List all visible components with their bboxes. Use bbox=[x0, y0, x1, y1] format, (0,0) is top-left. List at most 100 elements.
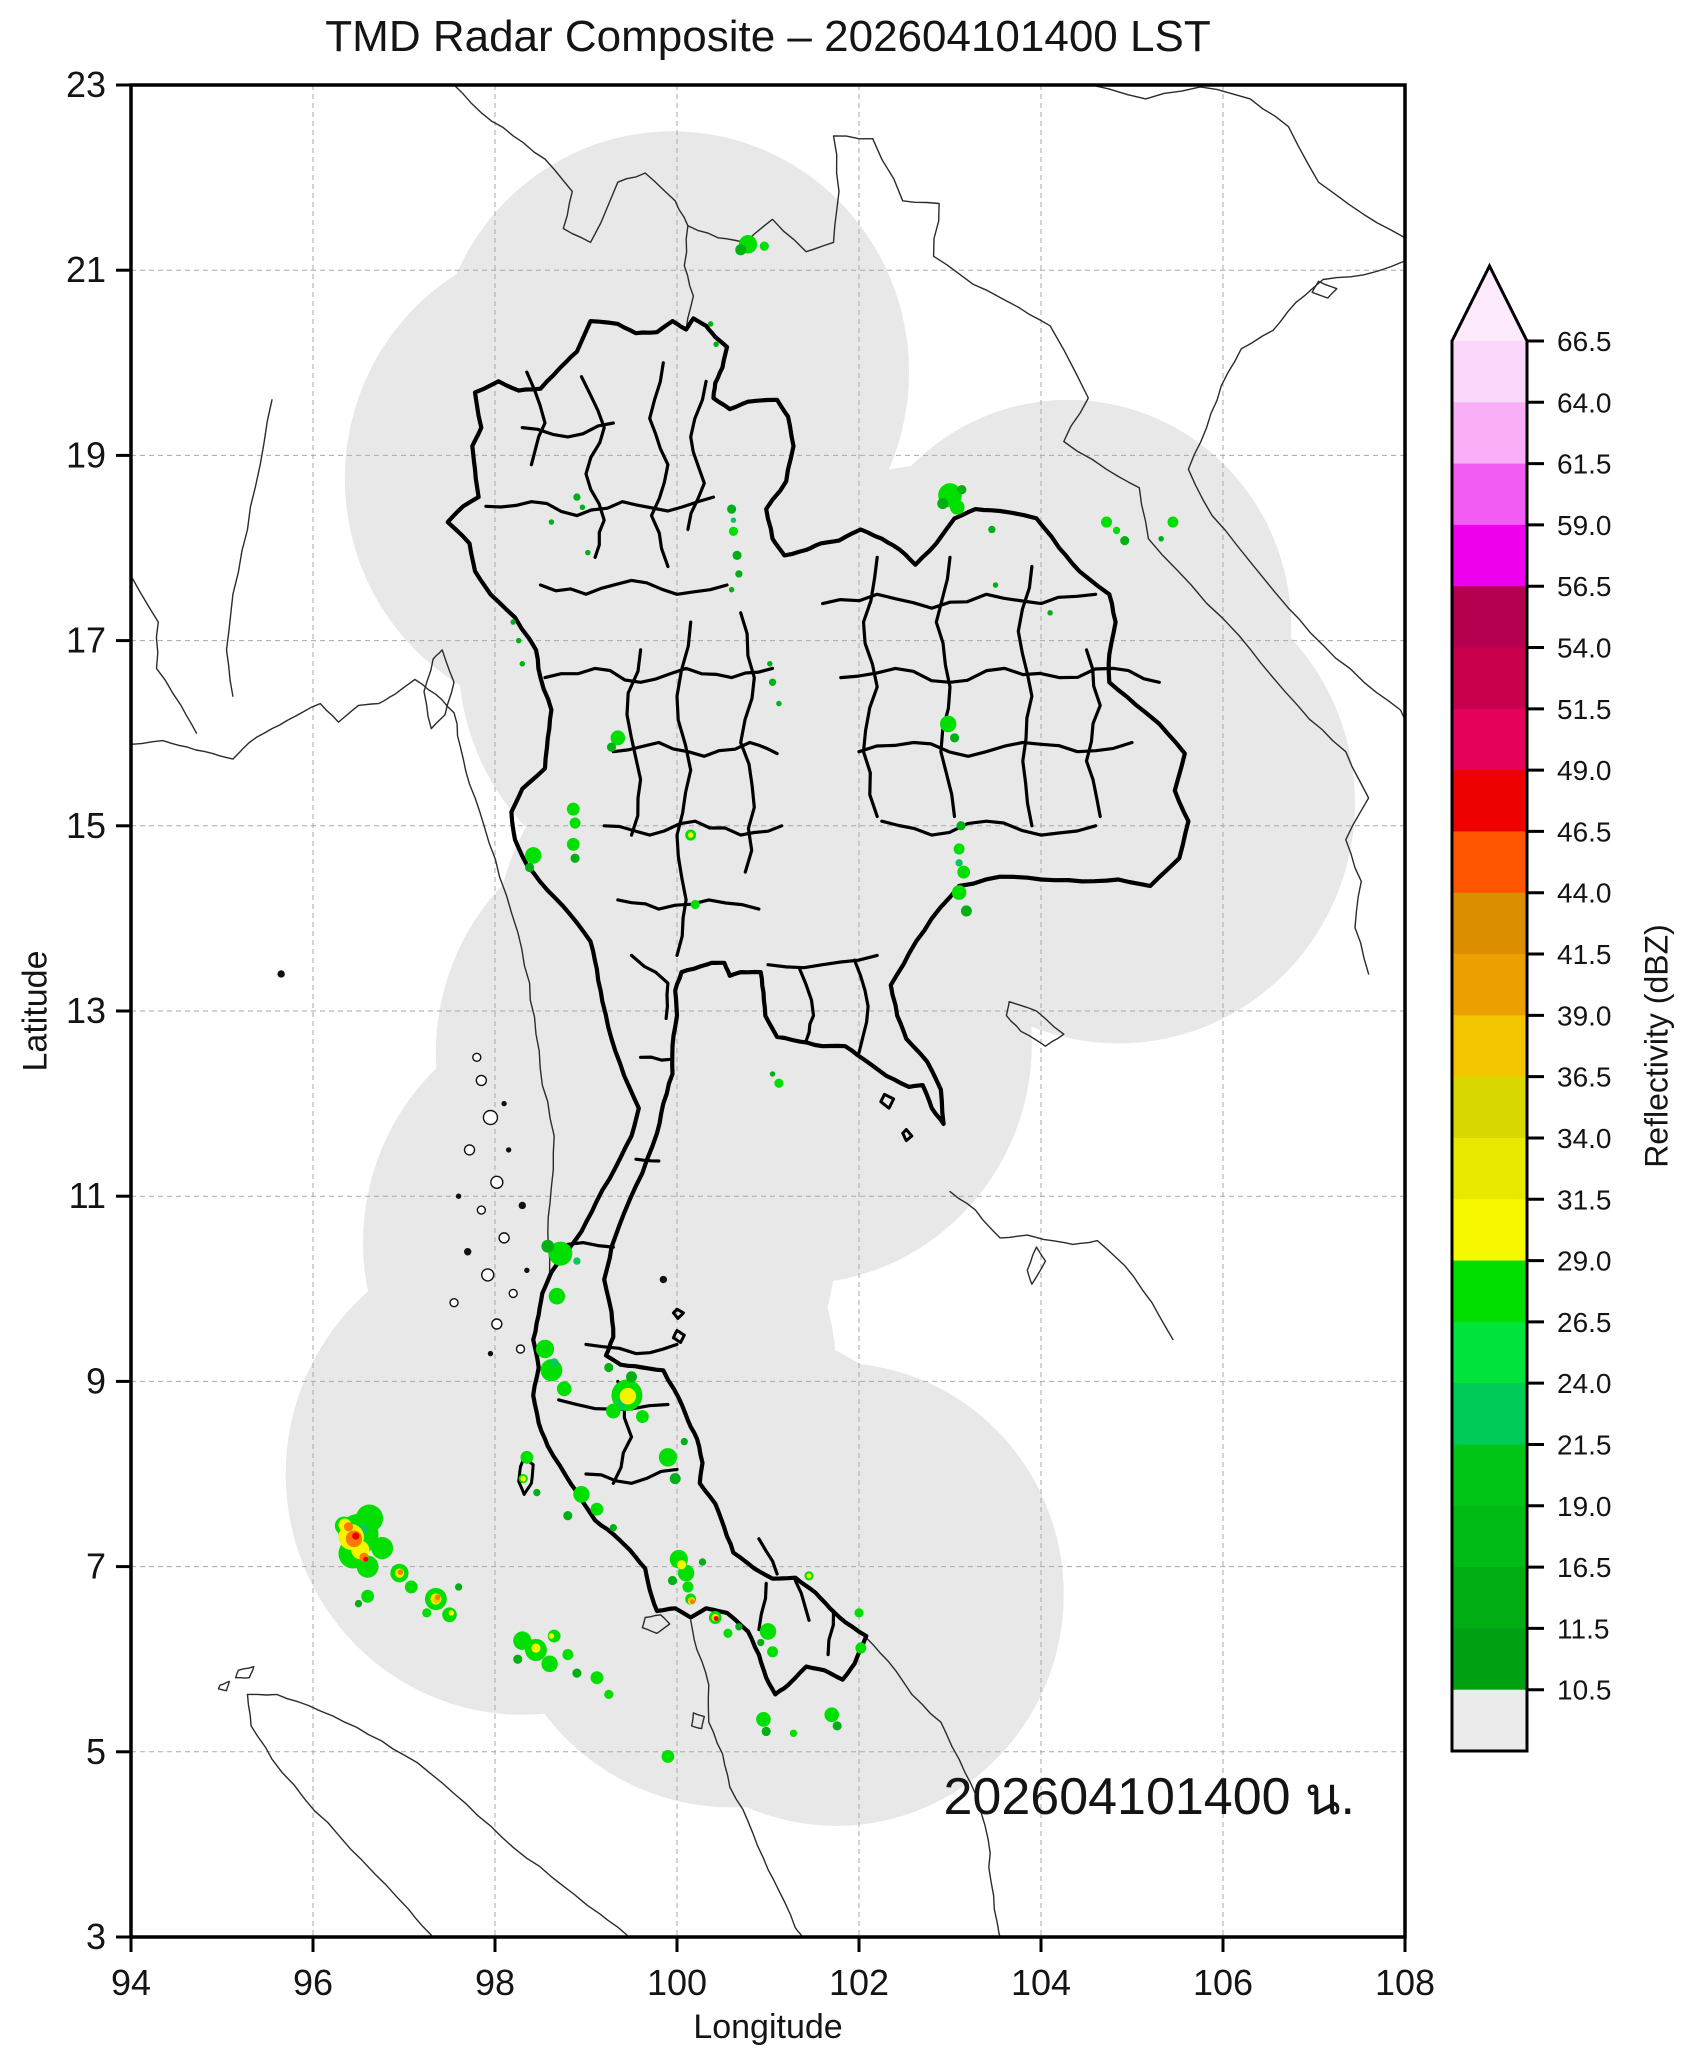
y-axis-tick-label: 17 bbox=[66, 620, 106, 661]
radar-echo bbox=[728, 586, 735, 593]
country-border bbox=[641, 1614, 671, 1634]
colorbar-tick-label: 26.5 bbox=[1557, 1307, 1612, 1338]
colorbar-tick-label: 64.0 bbox=[1557, 387, 1612, 418]
island bbox=[901, 1128, 914, 1143]
country-border bbox=[246, 1693, 628, 1936]
country-border bbox=[423, 649, 455, 730]
radar-echo bbox=[397, 1569, 404, 1575]
radar-echo bbox=[563, 1511, 573, 1521]
country-border bbox=[872, 138, 1370, 975]
province-border bbox=[757, 1537, 779, 1576]
colorbar-segment bbox=[1452, 647, 1527, 710]
radar-echo bbox=[855, 1642, 867, 1654]
neighbor-borders-layer bbox=[131, 85, 1405, 1937]
radar-echo bbox=[774, 1078, 784, 1088]
province-border bbox=[852, 958, 870, 1055]
y-axis-tick-label: 5 bbox=[86, 1731, 106, 1772]
colorbar-segment bbox=[1452, 708, 1527, 771]
island-speck bbox=[455, 1193, 462, 1199]
country-border bbox=[1311, 280, 1338, 299]
radar-echo bbox=[661, 1749, 675, 1763]
colorbar-outline bbox=[1450, 262, 1529, 1753]
radar-echo bbox=[609, 1524, 617, 1532]
radar-echo bbox=[533, 1488, 541, 1497]
country-border bbox=[687, 135, 874, 253]
radar-echo bbox=[761, 1726, 771, 1737]
colorbar-tick-label: 36.5 bbox=[1557, 1062, 1612, 1093]
country-border bbox=[690, 1712, 705, 1730]
radar-echo bbox=[677, 1560, 687, 1570]
grid-layer bbox=[131, 85, 1405, 1937]
province-border bbox=[611, 740, 779, 758]
y-axis-tick-label: 3 bbox=[86, 1916, 106, 1957]
radar-echo bbox=[735, 570, 743, 578]
country-border bbox=[1026, 1246, 1047, 1285]
colorbar-tick-label: 41.5 bbox=[1557, 939, 1612, 970]
x-axis-tick-label: 96 bbox=[293, 1962, 333, 2003]
radar-echo bbox=[953, 843, 965, 855]
colorbar-tick-label: 10.5 bbox=[1557, 1675, 1612, 1706]
radar-echo bbox=[547, 1629, 561, 1643]
radar-echo bbox=[950, 733, 960, 743]
radar-echo bbox=[548, 1633, 555, 1639]
province-border bbox=[686, 379, 708, 532]
radar-echo bbox=[525, 847, 542, 864]
radar-echo bbox=[585, 549, 591, 556]
radar-echo bbox=[422, 1608, 432, 1618]
radar-coverage-layer bbox=[285, 131, 1355, 1826]
province-border bbox=[880, 819, 1098, 837]
radar-echo bbox=[548, 1287, 566, 1305]
radar-echo bbox=[371, 1536, 394, 1560]
colorbar-segment bbox=[1452, 831, 1527, 894]
y-axis-title: Latitude bbox=[16, 950, 55, 1072]
radar-echo bbox=[531, 1643, 541, 1653]
province-border bbox=[826, 1609, 836, 1657]
radar-echo bbox=[510, 619, 516, 625]
radar-echo bbox=[343, 1522, 354, 1532]
radar-echo-layer bbox=[334, 235, 1179, 1763]
colorbar-segment bbox=[1452, 524, 1527, 587]
radar-echo bbox=[570, 853, 580, 863]
radar-echo bbox=[604, 1362, 614, 1373]
radar-echo bbox=[361, 1589, 374, 1603]
province-border bbox=[861, 555, 879, 819]
y-axis-tick-label: 7 bbox=[86, 1546, 106, 1587]
colorbar-tick-label: 51.5 bbox=[1557, 694, 1612, 725]
radar-echo bbox=[562, 1649, 574, 1661]
radar-echo bbox=[854, 1608, 864, 1618]
y-axis-tick-label: 9 bbox=[86, 1360, 106, 1401]
radar-echo bbox=[667, 1575, 677, 1586]
x-axis-tick-label: 102 bbox=[829, 1962, 889, 2003]
island-speck bbox=[515, 1344, 526, 1354]
x-axis-tick-label: 94 bbox=[111, 1962, 151, 2003]
country-border bbox=[217, 1680, 230, 1692]
island bbox=[671, 1329, 686, 1344]
radar-echo bbox=[454, 1583, 463, 1591]
country-border bbox=[131, 575, 198, 734]
island-speck bbox=[505, 1147, 512, 1153]
colorbar-segment bbox=[1452, 1444, 1527, 1507]
radar-echo bbox=[707, 321, 714, 327]
radar-echo bbox=[689, 1599, 695, 1605]
radar-echo bbox=[992, 582, 999, 588]
island-speck bbox=[482, 1109, 499, 1126]
colorbar-tick-label: 34.0 bbox=[1557, 1123, 1612, 1154]
radar-echo bbox=[682, 1581, 694, 1593]
radar-echo bbox=[1101, 516, 1112, 528]
radar-echo bbox=[687, 832, 694, 838]
radar-echo bbox=[789, 1729, 798, 1737]
radar-echo bbox=[730, 517, 737, 523]
radar-echo bbox=[1112, 526, 1121, 535]
radar-echo bbox=[757, 1638, 765, 1647]
x-axis-tick-label: 98 bbox=[475, 1962, 515, 2003]
radar-echo bbox=[769, 1071, 776, 1077]
radar-echo bbox=[636, 1410, 649, 1424]
radar-echo bbox=[957, 865, 971, 879]
colorbar-segment bbox=[1452, 402, 1527, 465]
colorbar-tick-label: 49.0 bbox=[1557, 755, 1612, 786]
radar-echo bbox=[950, 499, 965, 515]
y-axis-tick-label: 13 bbox=[66, 990, 106, 1031]
province-border bbox=[857, 740, 1134, 758]
radar-echo bbox=[363, 1556, 369, 1562]
radar-echo bbox=[548, 1241, 573, 1266]
